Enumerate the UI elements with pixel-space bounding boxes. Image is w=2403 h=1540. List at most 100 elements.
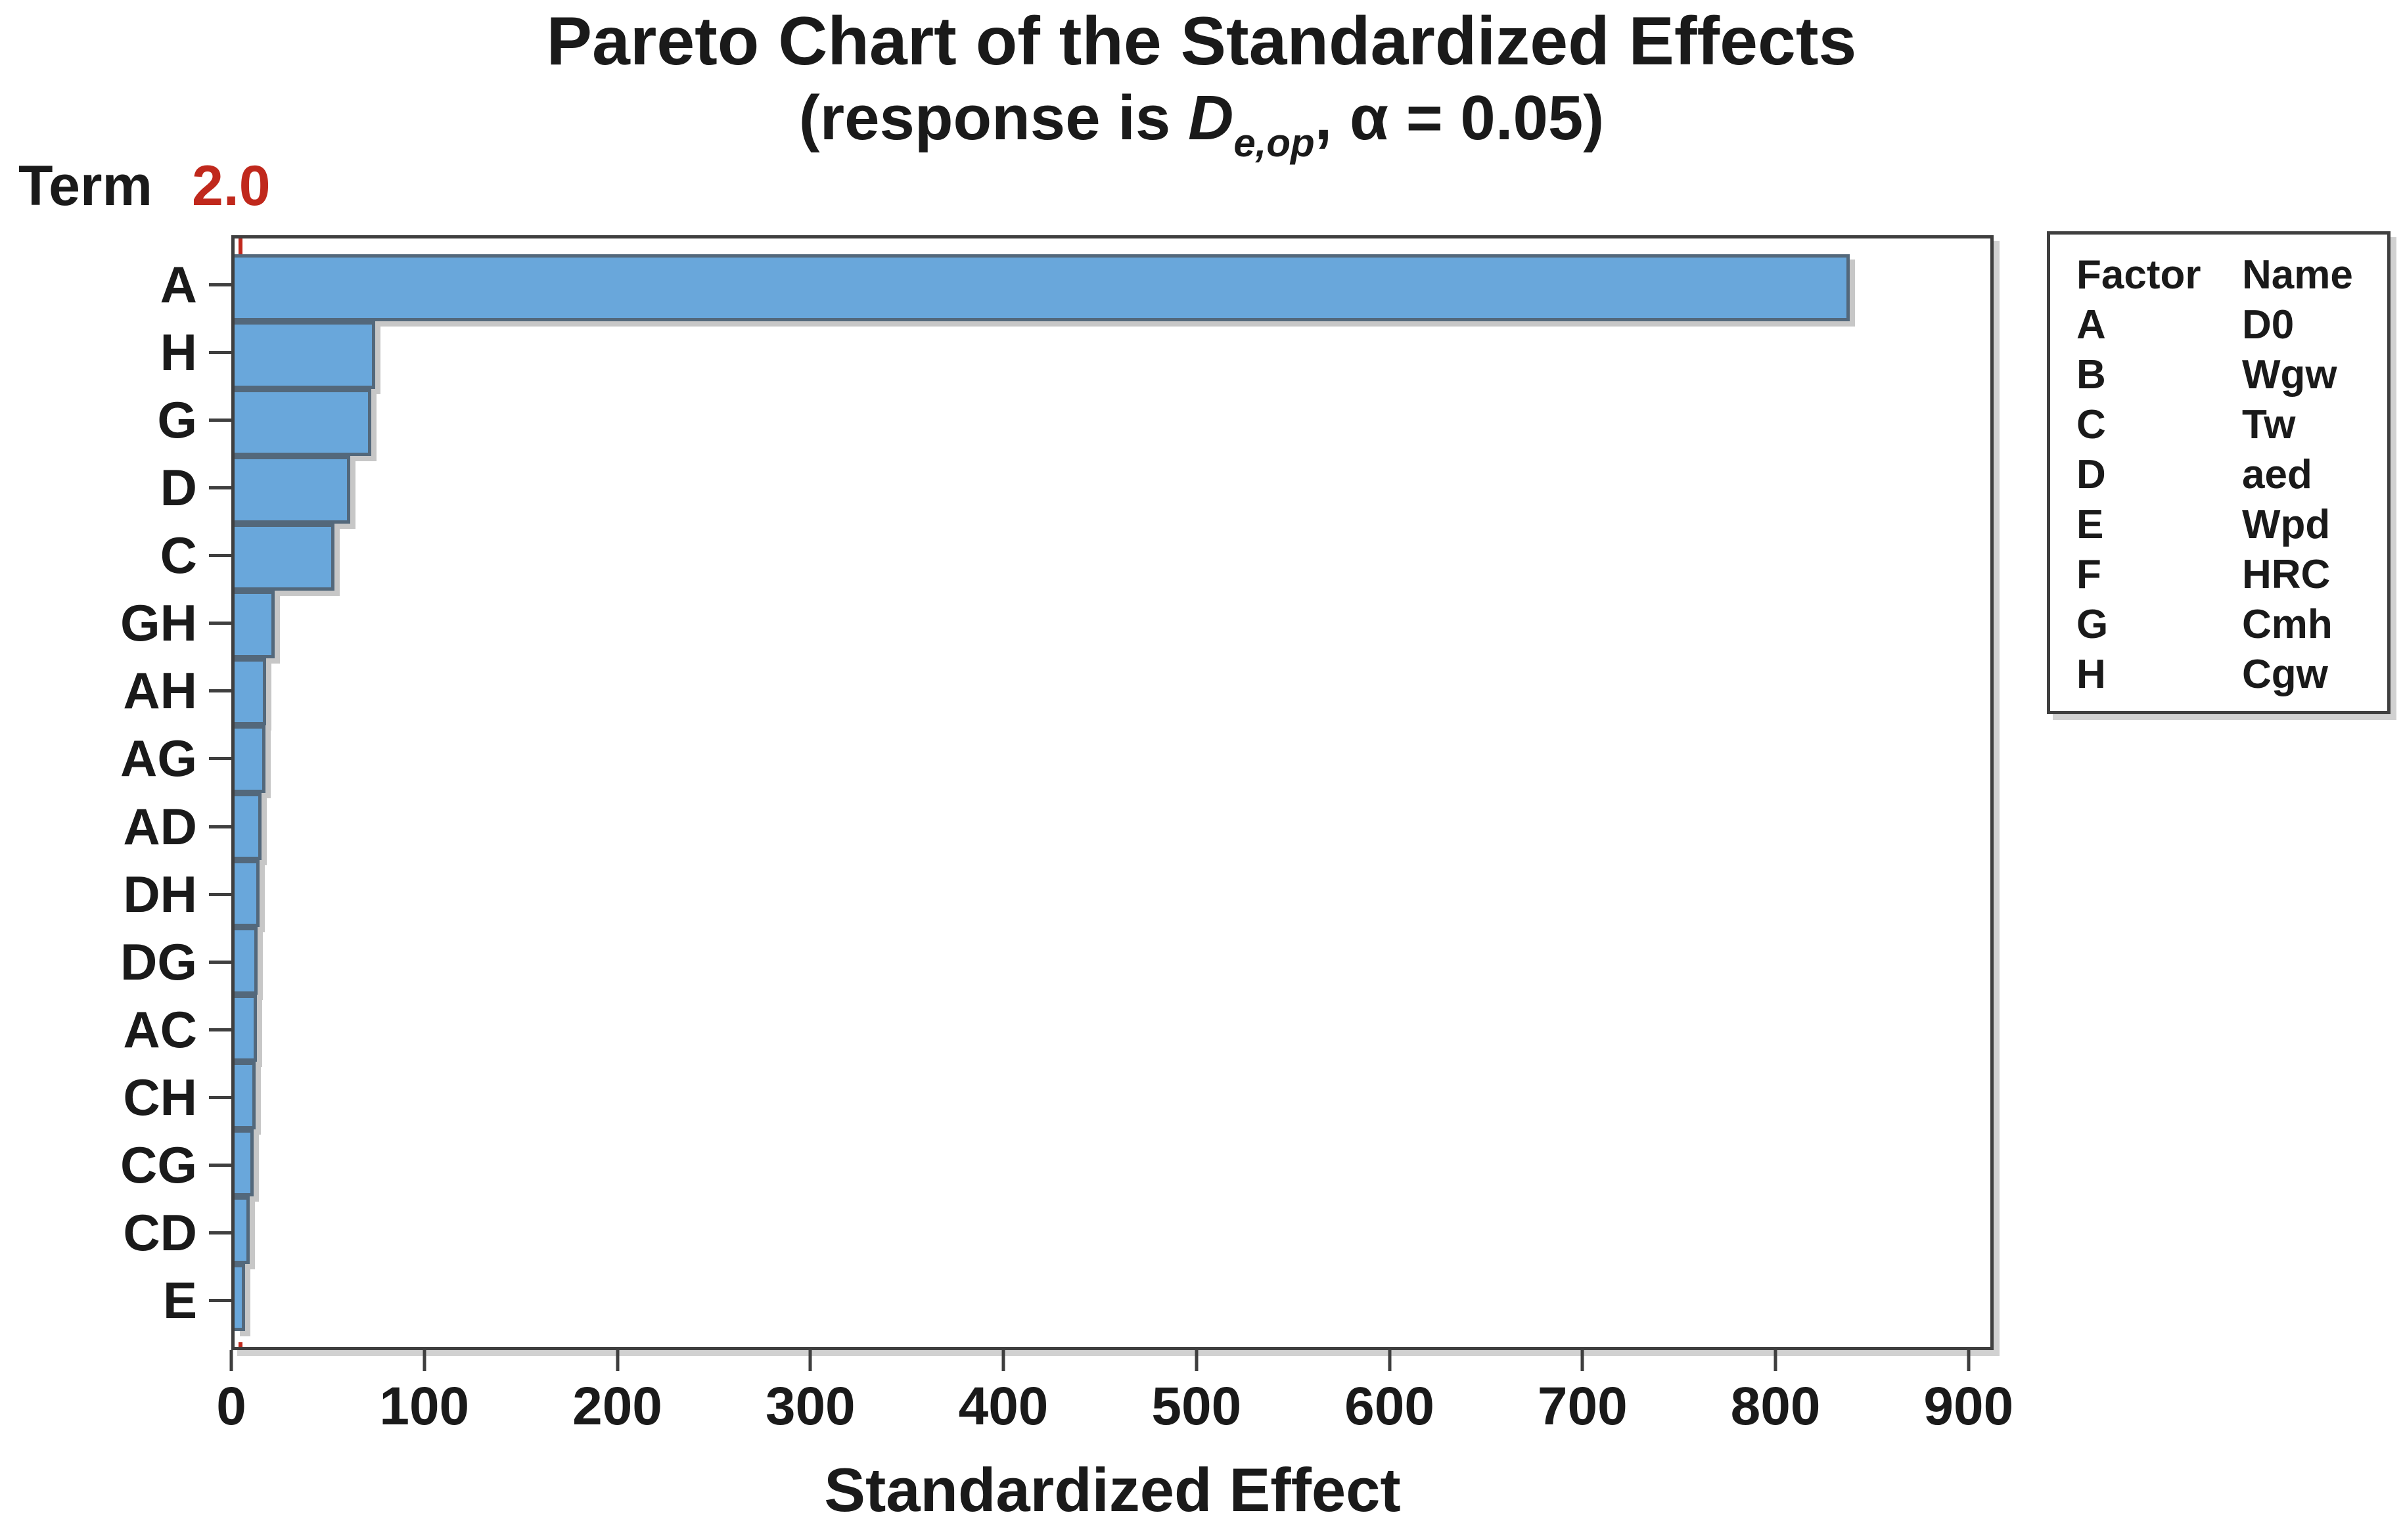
legend-row-B: B Wgw — [2076, 350, 2387, 400]
y-axis-title: Term — [18, 154, 152, 217]
y-tick-row-AG — [209, 725, 231, 792]
legend-name-E: Wpd — [2242, 502, 2331, 547]
bar-row-CH — [235, 1062, 1990, 1129]
bar-row-CD — [235, 1196, 1990, 1264]
x-tick-label-600: 600 — [1344, 1376, 1434, 1436]
y-tick-mark-C — [209, 554, 231, 558]
x-tick-mark-600 — [1388, 1350, 1392, 1371]
bar-row-CG — [235, 1129, 1990, 1197]
x-tick-mark-900 — [1967, 1350, 1971, 1371]
bar-AC — [235, 994, 257, 1062]
y-tick-mark-AG — [209, 757, 231, 761]
bar-row-GH — [235, 591, 1990, 658]
legend-name-F: HRC — [2242, 552, 2331, 597]
plot-area — [231, 235, 1994, 1350]
x-tick-mark-0 — [229, 1350, 233, 1371]
y-tick-row-AC — [209, 996, 231, 1064]
bar-D — [235, 456, 350, 524]
y-tick-row-D — [209, 454, 231, 522]
y-tick-mark-H — [209, 351, 231, 355]
y-tick-row-DH — [209, 861, 231, 928]
bar-row-C — [235, 523, 1990, 591]
y-tick-label-D: D — [160, 459, 197, 517]
response-symbol: D — [1187, 83, 1234, 153]
y-tick-mark-G — [209, 419, 231, 422]
legend-row-E: E Wpd — [2076, 500, 2387, 550]
x-axis-tick-labels: 0 100 200 300 400 500 600 700 800 900 — [216, 1376, 2013, 1438]
x-tick-mark-400 — [1001, 1350, 1005, 1371]
bar-H — [235, 321, 375, 389]
bar-row-AG — [235, 725, 1990, 793]
legend-row-F: F HRC — [2076, 550, 2387, 600]
legend-factor-H: H — [2076, 652, 2106, 697]
bar-C — [235, 523, 335, 591]
x-tick-label-300: 300 — [765, 1376, 856, 1436]
y-tick-mark-AH — [209, 689, 231, 693]
bar-row-AH — [235, 658, 1990, 726]
bar-A — [235, 254, 1850, 322]
y-tick-row-E — [209, 1267, 231, 1334]
x-tick-mark-700 — [1580, 1350, 1584, 1371]
y-tick-mark-GH — [209, 622, 231, 625]
legend-row-A: A D0 — [2076, 300, 2387, 350]
bar-row-G — [235, 388, 1990, 457]
bar-AG — [235, 725, 265, 793]
y-tick-label-AC: AC — [123, 1000, 197, 1058]
y-tick-mark-DH — [209, 892, 231, 896]
x-tick-label-500: 500 — [1151, 1376, 1242, 1436]
legend-header: Factor Name — [2076, 250, 2387, 300]
y-axis-labels: A H G D C GH AH AG AD DH DG AC CH CG CD E — [0, 235, 197, 1350]
bar-row-AC — [235, 994, 1990, 1062]
y-tick-row-AH — [209, 657, 231, 725]
legend-factor-G: G — [2076, 602, 2109, 647]
legend-row-G: G Cmh — [2076, 600, 2387, 650]
bar-CD — [235, 1196, 250, 1264]
bar-CH — [235, 1062, 256, 1129]
y-tick-row-C — [209, 522, 231, 589]
chart-title: Pareto Chart of the Standardized Effects — [546, 3, 1857, 79]
x-tick-mark-300 — [808, 1350, 812, 1371]
legend-factor-F: F — [2076, 552, 2101, 597]
response-subscript: e,op — [1233, 121, 1315, 165]
legend-name-G: Cmh — [2242, 602, 2333, 647]
bar-row-DG — [235, 927, 1990, 995]
alpha-symbol: α — [1350, 83, 1389, 153]
y-tick-label-C: C — [160, 526, 197, 585]
bar-CG — [235, 1129, 254, 1197]
y-tick-label-G: G — [157, 391, 197, 449]
subtitle-prefix: (response is — [798, 83, 1188, 153]
y-tick-row-DG — [209, 928, 231, 996]
bar-row-D — [235, 456, 1990, 524]
bar-row-H — [235, 321, 1990, 389]
y-tick-mark-CG — [209, 1163, 231, 1167]
x-axis-ticks — [229, 1350, 1994, 1371]
y-tick-mark-DG — [209, 960, 231, 964]
x-tick-label-0: 0 — [216, 1376, 246, 1436]
x-tick-label-200: 200 — [572, 1376, 662, 1436]
legend-factor-E: E — [2076, 502, 2104, 547]
y-tick-row-H — [209, 319, 231, 386]
y-tick-row-A — [209, 251, 231, 319]
reference-line-label: 2.0 — [192, 154, 271, 217]
x-tick-label-400: 400 — [958, 1376, 1049, 1436]
y-tick-row-CD — [209, 1199, 231, 1267]
y-tick-label-AD: AD — [123, 797, 197, 855]
bar-AH — [235, 658, 267, 726]
y-axis-ticks — [209, 235, 231, 1350]
x-tick-mark-500 — [1195, 1350, 1199, 1371]
legend-name-A: D0 — [2242, 302, 2295, 348]
bar-row-E — [235, 1263, 1990, 1331]
y-tick-label-E: E — [162, 1271, 197, 1329]
y-tick-label-AH: AH — [123, 662, 197, 720]
chart-subtitle: (response is De,op, α = 0.05) — [0, 81, 2403, 180]
x-tick-label-800: 800 — [1730, 1376, 1821, 1436]
y-tick-row-G — [209, 386, 231, 454]
y-tick-label-CD: CD — [123, 1203, 197, 1261]
x-tick-mark-800 — [1774, 1350, 1777, 1371]
y-tick-label-CH: CH — [123, 1068, 197, 1126]
legend-factor-D: D — [2076, 452, 2106, 497]
alpha-value-text: = 0.05) — [1388, 83, 1605, 153]
